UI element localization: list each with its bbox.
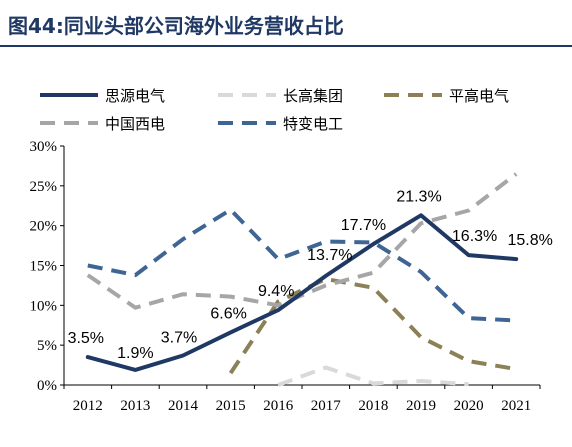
x-tick-label: 2014 (168, 398, 199, 414)
y-tick-label: 20% (30, 219, 58, 235)
data-label: 21.3% (396, 188, 441, 205)
x-tick-label: 2018 (358, 398, 388, 414)
axes: 0% 5% 10% 15% 20% 25% 30% 2012 2013 2014 2015 2016 2… (30, 139, 541, 414)
x-tick-label: 2017 (311, 398, 342, 414)
data-label: 16.3% (452, 228, 497, 245)
y-tick-label: 25% (30, 179, 58, 195)
legend-label: 中国西电 (105, 115, 165, 133)
series-line-1 (277, 365, 469, 387)
x-tick-label: 2016 (263, 398, 294, 414)
x-tick-label: 2012 (73, 398, 103, 414)
series-line-4 (87, 207, 517, 323)
x-tick-label: 2013 (120, 398, 150, 414)
series-layer (85, 172, 519, 387)
data-label: 13.7% (307, 247, 352, 264)
data-label: 3.5% (68, 330, 104, 347)
y-tick-label: 5% (37, 338, 57, 354)
y-tick-label: 30% (30, 139, 58, 155)
legend-label: 特变电工 (283, 115, 343, 133)
data-labels: 3.5% 1.9% 3.7% 6.6% 9.4% 13.7% 17.7% 21.3% 16.3%… (68, 188, 553, 362)
title-divider (0, 45, 572, 47)
legend-label: 长高集团 (283, 87, 343, 105)
data-label: 6.6% (210, 305, 246, 322)
data-label: 3.7% (161, 330, 197, 347)
y-tick-label: 0% (37, 378, 57, 394)
x-tick-label: 2021 (501, 398, 531, 414)
x-tick-label: 2019 (406, 398, 436, 414)
figure-title: 图44:同业头部公司海外业务营收占比 (8, 14, 344, 38)
legend-label: 平高电气 (449, 87, 509, 105)
x-tick-label: 2015 (216, 398, 246, 414)
data-label: 1.9% (117, 345, 153, 362)
y-tick-label: 15% (30, 259, 58, 275)
y-tick-label: 10% (30, 298, 58, 314)
data-label: 17.7% (341, 217, 386, 234)
x-tick-label: 2020 (454, 398, 484, 414)
data-label: 15.8% (508, 232, 553, 249)
series-line-0 (85, 213, 519, 372)
data-label: 9.4% (258, 283, 294, 300)
legend-label: 思源电气 (105, 87, 165, 105)
